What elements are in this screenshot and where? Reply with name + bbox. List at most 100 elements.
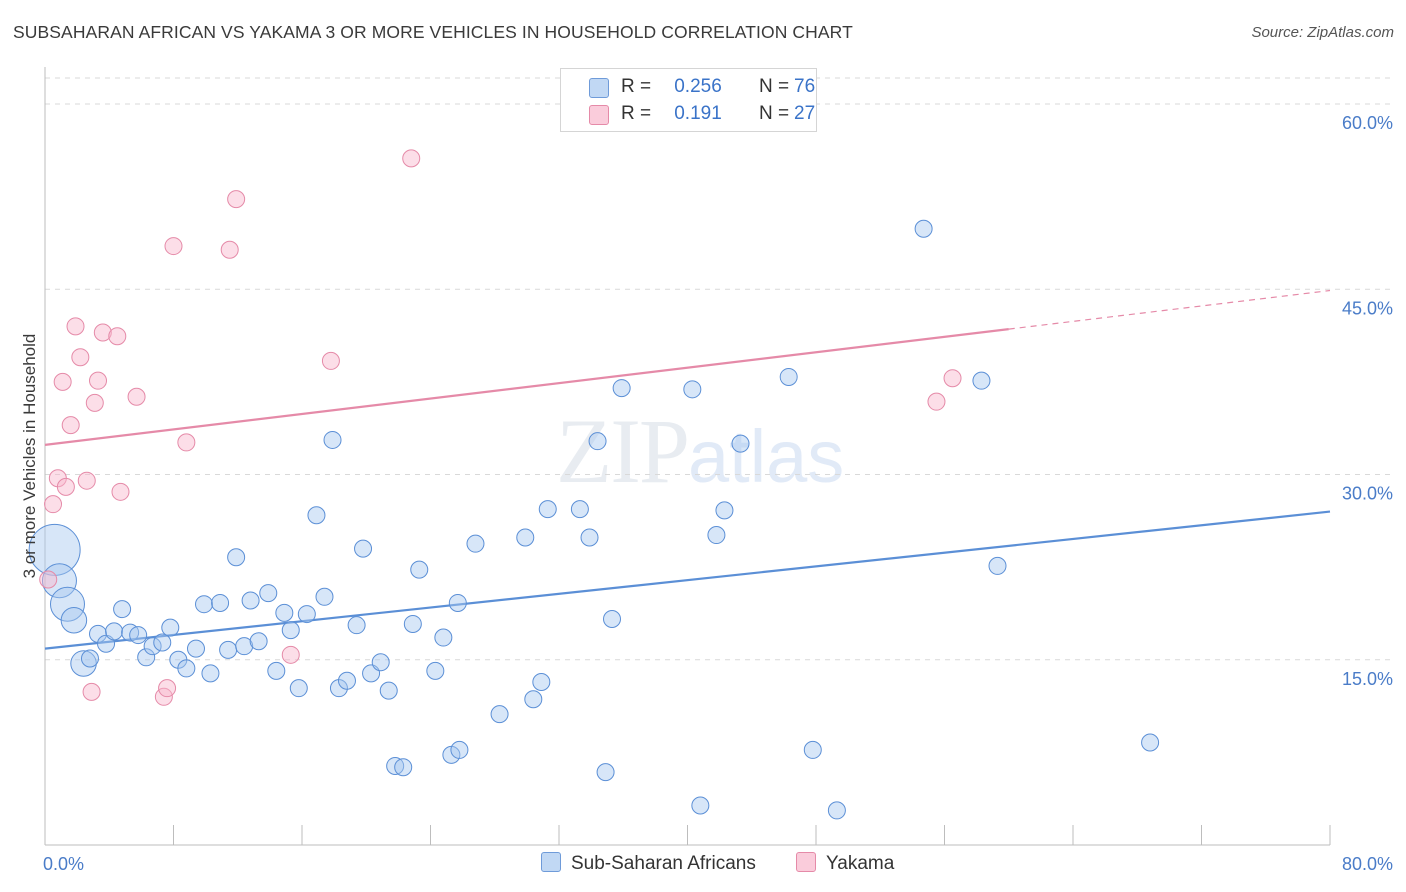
point-subsaharan [235,637,254,656]
watermark-zip: ZIP [556,400,690,502]
point-subsaharan [227,548,246,567]
grid-lines [45,77,1393,661]
point-yakama [943,369,962,388]
point-subsaharan [394,758,413,777]
point-yakama [82,682,101,701]
legend-r-value: 0.191 [674,103,722,124]
y-tick-label: 60.0% [1342,113,1393,133]
point-subsaharan [80,649,99,668]
point-subsaharan [337,671,356,690]
point-yakama [281,645,300,664]
point-subsaharan [275,603,294,622]
point-yakama [158,679,177,698]
point-subsaharan [28,523,81,576]
x-tick-label: 80.0% [1342,854,1393,874]
point-subsaharan [410,560,429,579]
point-subsaharan [379,681,398,700]
point-subsaharan [281,621,300,640]
point-subsaharan [580,528,599,547]
legend-swatch-pink [589,105,609,125]
point-subsaharan [105,622,124,641]
point-yakama [164,237,183,256]
point-subsaharan [49,586,85,622]
tick-labels: 15.0% 30.0% 45.0% 60.0% 0.0% 80.0% [43,113,1393,874]
point-yakama [127,387,146,406]
point-subsaharan [683,380,702,399]
point-subsaharan [267,661,286,680]
point-subsaharan [707,526,726,545]
point-subsaharan [691,796,710,815]
point-subsaharan [779,367,798,386]
point-yakama [227,190,246,209]
point-subsaharan [403,614,422,633]
point-subsaharan [60,606,88,634]
axes [44,67,1331,846]
point-subsaharan [41,563,77,599]
point-subsaharan [538,500,557,519]
y-tick-label: 15.0% [1342,669,1393,689]
point-subsaharan [113,600,132,619]
point-subsaharan [219,640,238,659]
point-yakama [927,392,946,411]
point-yakama [177,433,196,452]
point-yakama [402,149,421,168]
point-subsaharan [827,801,846,820]
legend-r-label: R = [621,103,652,124]
legend-swatch-blue [589,78,609,98]
point-subsaharan [450,740,469,759]
point-subsaharan [259,584,278,603]
point-yakama [77,471,96,490]
point-yakama [93,323,112,342]
point-subsaharan [137,648,156,667]
trend-line-extension [1008,289,1331,330]
point-subsaharan [426,661,445,680]
point-subsaharan [297,605,316,624]
point-subsaharan [612,379,631,398]
point-subsaharan [603,610,622,629]
legend-n-label: N = [759,103,790,124]
point-subsaharan [972,371,991,390]
point-yakama [111,482,130,501]
y-tick-label: 30.0% [1342,484,1393,504]
point-subsaharan [448,593,467,612]
point-subsaharan [434,628,453,647]
point-subsaharan [914,219,933,238]
point-subsaharan [354,539,373,558]
bottom-legend-label: Sub-Saharan Africans [571,853,756,874]
point-subsaharan [323,430,342,449]
point-subsaharan [195,595,214,614]
point-yakama [53,372,72,391]
point-subsaharan [371,653,390,672]
point-subsaharan [347,616,366,635]
point-yakama [44,495,63,514]
point-subsaharan [731,434,750,453]
point-subsaharan [532,672,551,691]
legend-r-value: 0.256 [674,76,722,97]
point-subsaharan [161,618,180,637]
point-subsaharan [466,534,485,553]
correlation-legend: R = 0.256 N = 76 R = 0.191 N = 27 [560,68,817,132]
point-subsaharan [315,587,334,606]
point-subsaharan [201,664,220,683]
point-yakama [61,416,80,435]
point-subsaharan [241,591,260,610]
point-subsaharan [129,626,148,645]
legend-n-label: N = [759,76,790,97]
point-subsaharan [143,637,162,656]
point-yakama [108,327,127,346]
point-yakama [321,351,340,370]
chart-title: SUBSAHARAN AFRICAN VS YAKAMA 3 OR MORE V… [13,22,853,42]
bottom-legend-swatch-pink [796,852,816,872]
point-yakama [220,240,239,259]
point-subsaharan [490,705,509,724]
point-subsaharan [307,506,326,525]
point-subsaharan [153,633,172,652]
point-subsaharan [186,639,205,658]
point-yakama [39,570,58,589]
point-yakama [71,348,90,367]
point-subsaharan [211,593,230,612]
point-yakama [85,393,104,412]
data-points [28,149,1160,820]
point-subsaharan [988,556,1007,575]
